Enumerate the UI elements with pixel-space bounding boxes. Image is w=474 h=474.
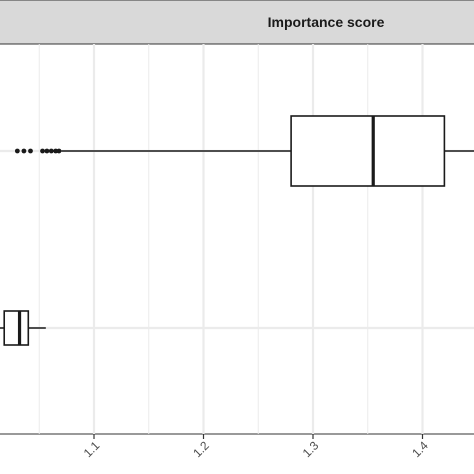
x-tick-label: 1.2 <box>190 438 212 460</box>
facet-strip-background <box>0 0 474 45</box>
panel-background <box>0 43 474 435</box>
outlier-point <box>53 148 59 154</box>
outlier-point <box>44 148 50 154</box>
outlier-point <box>56 148 62 154</box>
major-gridlines <box>92 44 424 434</box>
x-tick-label: 1.4 <box>409 438 431 460</box>
plot-panel <box>0 43 474 435</box>
x-axis: 1.1 1.2 1.3 1.4 <box>81 434 431 460</box>
facet-strip-label: Importance score <box>268 14 385 30</box>
outlier-point <box>21 148 27 154</box>
outlier-point <box>28 148 33 154</box>
box <box>3 310 30 346</box>
box <box>290 115 446 187</box>
boxes-layer <box>0 115 474 346</box>
box-group <box>14 115 474 187</box>
x-tick-label: 1.1 <box>81 438 103 460</box>
facet-strip: Importance score <box>0 0 474 45</box>
minor-gridlines <box>38 44 369 434</box>
outlier-point <box>14 148 20 154</box>
outlier-point <box>40 148 45 154</box>
x-tick-label: 1.3 <box>300 438 322 460</box>
outlier-point <box>48 148 54 154</box>
box-group <box>0 310 46 346</box>
